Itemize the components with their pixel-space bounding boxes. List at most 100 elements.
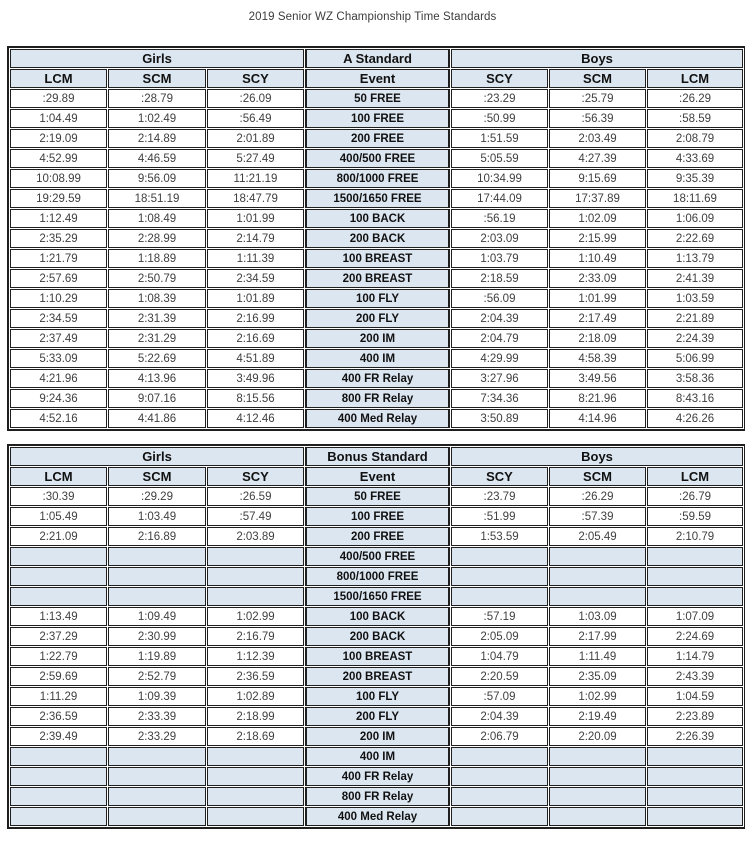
time-cell: 2:50.79 — [108, 269, 206, 288]
event-row: 19:29.59 18:51.19 18:47.79 1500/1650 FREE 17… — [10, 189, 744, 208]
time-cell — [451, 747, 548, 766]
course-header-row: LCM SCM SCY Event SCY SCM LCM — [10, 467, 744, 486]
time-cell — [549, 767, 646, 786]
time-cell — [549, 787, 646, 806]
time-cell: :57.49 — [207, 507, 304, 526]
event-name-cell: 400 FR Relay — [305, 767, 450, 786]
time-cell: 1:12.49 — [10, 209, 107, 228]
time-cell: 3:49.96 — [207, 369, 304, 388]
event-row: 2:34.59 2:31.39 2:16.99 200 FLY 2:04.39 2:17.… — [10, 309, 744, 328]
time-cell: 4:12.46 — [207, 409, 304, 428]
time-cell: :26.29 — [647, 89, 744, 108]
time-cell — [207, 787, 304, 806]
time-cell: 4:51.89 — [207, 349, 304, 368]
time-cell: 1:04.59 — [647, 687, 744, 706]
time-cell: 2:37.29 — [10, 627, 107, 646]
time-cell: 17:44.09 — [451, 189, 548, 208]
time-cell: 2:14.79 — [207, 229, 304, 248]
boys-scm-header: SCM — [549, 467, 646, 486]
time-cell: 2:36.59 — [10, 707, 107, 726]
time-cell: 8:21.96 — [549, 389, 646, 408]
time-cell: 2:35.09 — [549, 667, 646, 686]
time-cell: 9:24.36 — [10, 389, 107, 408]
event-name-cell: 200 FREE — [305, 527, 450, 546]
time-cell — [647, 747, 744, 766]
time-cell: 1:08.39 — [108, 289, 206, 308]
time-cell: 1:10.29 — [10, 289, 107, 308]
time-cell: 1:19.89 — [108, 647, 206, 666]
page-title: 2019 Senior WZ Championship Time Standar… — [248, 11, 497, 23]
event-row: 5:33.09 5:22.69 4:51.89 400 IM 4:29.99 4:58.3… — [10, 349, 744, 368]
time-cell: :51.99 — [451, 507, 548, 526]
event-name-cell: 50 FREE — [305, 487, 450, 506]
time-cell: 2:39.49 — [10, 727, 107, 746]
time-cell — [207, 807, 304, 826]
time-cell: 1:05.49 — [10, 507, 107, 526]
time-cell: 2:35.29 — [10, 229, 107, 248]
event-name-cell: 400 IM — [305, 747, 450, 766]
time-cell — [10, 587, 107, 606]
time-cell: 2:33.29 — [108, 727, 206, 746]
time-cell: 2:30.99 — [108, 627, 206, 646]
event-row: 1:04.49 1:02.49:56.49 100 FREE:50.99:56.39… — [10, 109, 744, 128]
time-cell: 8:43.16 — [647, 389, 744, 408]
time-cell: 4:58.39 — [549, 349, 646, 368]
time-cell: 19:29.59 — [10, 189, 107, 208]
time-cell: 4:52.16 — [10, 409, 107, 428]
event-name-cell: 100 FREE — [305, 507, 450, 526]
time-cell: 2:17.99 — [549, 627, 646, 646]
time-cell: 9:35.39 — [647, 169, 744, 188]
time-cell: 11:21.19 — [207, 169, 304, 188]
time-cell: 1:01.99 — [549, 289, 646, 308]
time-cell — [647, 567, 744, 586]
event-name-cell: 200 IM — [305, 727, 450, 746]
time-cell: 10:34.99 — [451, 169, 548, 188]
time-cell: 8:15.56 — [207, 389, 304, 408]
event-row: 1500/1650 FREE — [10, 587, 744, 606]
event-row: 10:08.99 9:56.09 11:21.19 800/1000 FREE 10:3… — [10, 169, 744, 188]
time-cell: 4:46.59 — [108, 149, 206, 168]
time-cell: 2:18.69 — [207, 727, 304, 746]
time-cell: 2:03.49 — [549, 129, 646, 148]
time-cell: 5:27.49 — [207, 149, 304, 168]
event-name-cell: 200 FLY — [305, 707, 450, 726]
event-row: 2:39.49 2:33.29 2:18.69 200 IM 2:06.79 2:20.0… — [10, 727, 744, 746]
time-cell: 2:24.69 — [647, 627, 744, 646]
time-cell: 1:53.59 — [451, 527, 548, 546]
event-name-cell: 200 BACK — [305, 627, 450, 646]
time-cell: 2:04.79 — [451, 329, 548, 348]
event-row: 1:22.79 1:19.89 1:12.39 100 BREAST 1:04.79 1:… — [10, 647, 744, 666]
time-cell — [451, 807, 548, 826]
time-cell: 9:07.16 — [108, 389, 206, 408]
time-cell: 5:33.09 — [10, 349, 107, 368]
time-cell — [647, 587, 744, 606]
boys-section-header: Boys — [451, 447, 744, 466]
event-row: 2:57.69 2:50.79 2:34.59 200 BREAST 2:18.59 2:… — [10, 269, 744, 288]
time-cell: :29.89 — [10, 89, 107, 108]
time-cell: 18:47.79 — [207, 189, 304, 208]
time-cell: 2:24.39 — [647, 329, 744, 348]
time-cell: 1:07.09 — [647, 607, 744, 626]
time-cell: 2:19.49 — [549, 707, 646, 726]
time-cell: 2:16.99 — [207, 309, 304, 328]
time-cell: 2:22.69 — [647, 229, 744, 248]
time-cell: 2:41.39 — [647, 269, 744, 288]
time-cell: :56.19 — [451, 209, 548, 228]
time-cell: 1:02.09 — [549, 209, 646, 228]
event-row: 800 FR Relay — [10, 787, 744, 806]
event-row: :30.39:29.29:26.59 50 FREE:23.79:26.29:26… — [10, 487, 744, 506]
time-cell — [10, 767, 107, 786]
event-name-cell: 200 IM — [305, 329, 450, 348]
time-cell: 1:04.49 — [10, 109, 107, 128]
time-cell: 3:27.96 — [451, 369, 548, 388]
time-cell — [647, 807, 744, 826]
event-row: :29.89:28.79:26.09 50 FREE:23.29:25.79:26… — [10, 89, 744, 108]
time-cell: :57.19 — [451, 607, 548, 626]
time-cell — [108, 747, 206, 766]
girls-scm-header: SCM — [108, 69, 206, 88]
time-cell — [549, 547, 646, 566]
time-cell: 2:04.39 — [451, 309, 548, 328]
event-name-cell: 200 BREAST — [305, 667, 450, 686]
event-name-cell: 400 FR Relay — [305, 369, 450, 388]
